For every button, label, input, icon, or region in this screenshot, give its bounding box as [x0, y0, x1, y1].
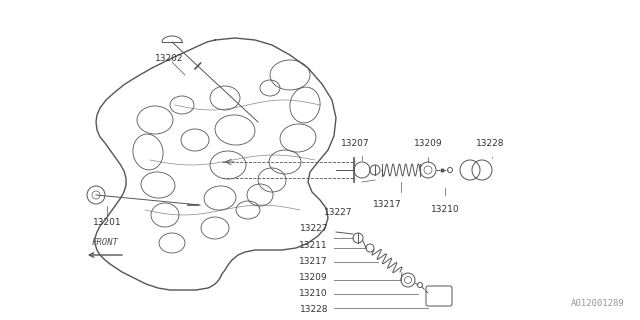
Text: 13210: 13210 [431, 205, 460, 214]
Text: 13211: 13211 [300, 241, 328, 250]
Text: 13217: 13217 [372, 200, 401, 209]
Text: 13210: 13210 [300, 290, 328, 299]
Text: 13217: 13217 [300, 258, 328, 267]
Text: 13228: 13228 [300, 306, 328, 315]
Text: 13209: 13209 [300, 274, 328, 283]
Text: 13207: 13207 [340, 139, 369, 148]
Text: A012001289: A012001289 [572, 299, 625, 308]
Text: 13201: 13201 [93, 218, 122, 227]
Text: 13202: 13202 [155, 53, 184, 62]
Text: FRONT: FRONT [92, 238, 118, 247]
Text: 13228: 13228 [476, 139, 504, 148]
Text: 13209: 13209 [413, 139, 442, 148]
Text: 13227: 13227 [300, 223, 328, 233]
Text: 13227: 13227 [324, 208, 352, 217]
